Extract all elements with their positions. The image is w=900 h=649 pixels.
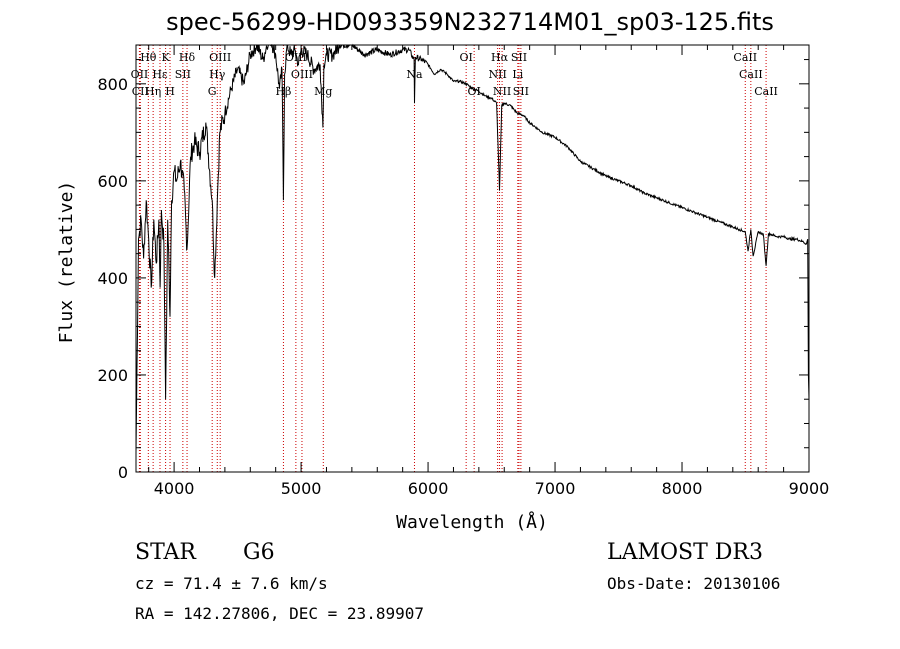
line-label: SII xyxy=(175,68,191,81)
survey-name: LAMOST DR3 xyxy=(607,540,763,565)
line-label: Hα xyxy=(491,51,509,64)
emission-line-markers xyxy=(138,45,767,472)
line-label: H xyxy=(165,85,175,98)
line-label: NII xyxy=(493,85,511,98)
line-label: K xyxy=(161,51,170,64)
subclass: G6 xyxy=(243,540,275,565)
line-label: OII xyxy=(131,68,149,81)
y-axis: 0 200 400 600 800 xyxy=(97,59,809,482)
y-axis-label: Flux (relative) xyxy=(56,181,77,344)
line-label: Hη xyxy=(145,85,161,98)
line-label: OIII xyxy=(209,51,231,64)
y-tick-label: 600 xyxy=(97,172,128,191)
line-label: Li xyxy=(512,68,523,81)
line-label: NII xyxy=(488,68,506,81)
y-tick-label: 0 xyxy=(118,463,128,482)
x-tick-label: 6000 xyxy=(408,479,449,498)
line-label: Hε xyxy=(152,68,168,81)
object-class: STAR xyxy=(135,540,196,565)
line-label: SII xyxy=(511,51,527,64)
line-label: CaII xyxy=(733,51,757,64)
x-tick-label: 5000 xyxy=(281,479,322,498)
line-label: Hθ xyxy=(140,51,157,64)
line-label: CaII xyxy=(739,68,763,81)
x-tick-label: 7000 xyxy=(535,479,576,498)
line-label: Hδ xyxy=(179,51,196,64)
coordinates: RA = 142.27806, DEC = 23.89907 xyxy=(135,604,424,623)
chart-title: spec-56299-HD093359N232714M01_sp03-125.f… xyxy=(166,8,774,36)
line-label: OIII xyxy=(291,68,313,81)
x-tick-label: 4000 xyxy=(154,479,195,498)
x-tick-label: 8000 xyxy=(662,479,703,498)
redshift-velocity: cz = 71.4 ± 7.6 km/s xyxy=(135,574,328,593)
x-axis-label: Wavelength (Å) xyxy=(396,511,548,533)
line-label: OI xyxy=(459,51,472,64)
observation-date: Obs-Date: 20130106 xyxy=(607,574,781,593)
y-tick-label: 400 xyxy=(97,269,128,288)
x-axis: 4000 5000 6000 7000 8000 9000 xyxy=(148,45,830,498)
line-label: G xyxy=(208,85,217,98)
y-tick-label: 200 xyxy=(97,366,128,385)
spectrum-line xyxy=(135,43,810,453)
line-label: Hγ xyxy=(209,68,226,81)
x-tick-label: 9000 xyxy=(789,479,830,498)
line-label: CaII xyxy=(754,85,778,98)
plot-frame xyxy=(135,44,810,473)
line-label: SII xyxy=(513,85,529,98)
line-label: Hβ xyxy=(275,85,291,98)
y-tick-label: 800 xyxy=(97,75,128,94)
